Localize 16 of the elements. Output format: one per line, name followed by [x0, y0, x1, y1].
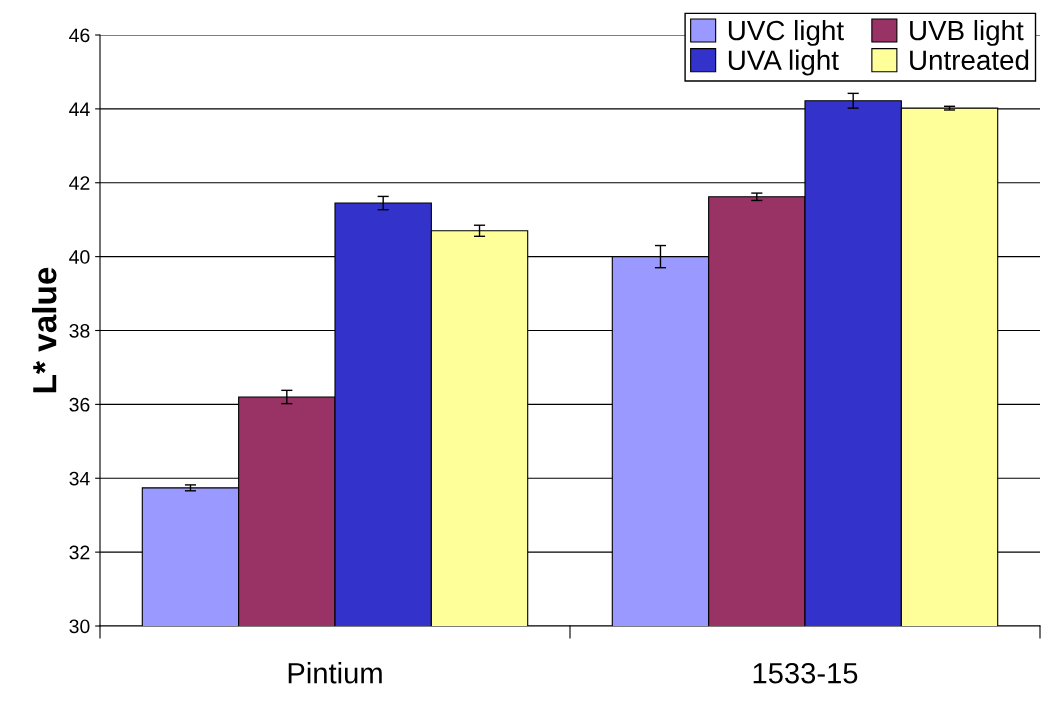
legend-label: UVA light	[728, 49, 839, 76]
y-tick-label: 32	[69, 545, 90, 560]
y-tick-label: 38	[69, 323, 90, 338]
legend-label: UVB light	[910, 19, 1024, 46]
y-tick-label: 46	[69, 28, 90, 43]
y-tick-label: 40	[69, 250, 90, 264]
y-tick-label: 44	[69, 102, 90, 116]
x-tick-label: Pintium	[288, 662, 382, 684]
y-tick-label: 34	[69, 471, 90, 486]
legend-label: UVC light	[728, 19, 844, 46]
x-tick-label: 1533-15	[753, 662, 858, 684]
y-tick-label: 30	[69, 619, 90, 634]
y-tick-label: 36	[69, 397, 90, 412]
y-axis-title: L* value	[32, 267, 57, 393]
y-tick-label: 42	[69, 176, 90, 190]
legend-label: Untreated	[910, 49, 1029, 71]
